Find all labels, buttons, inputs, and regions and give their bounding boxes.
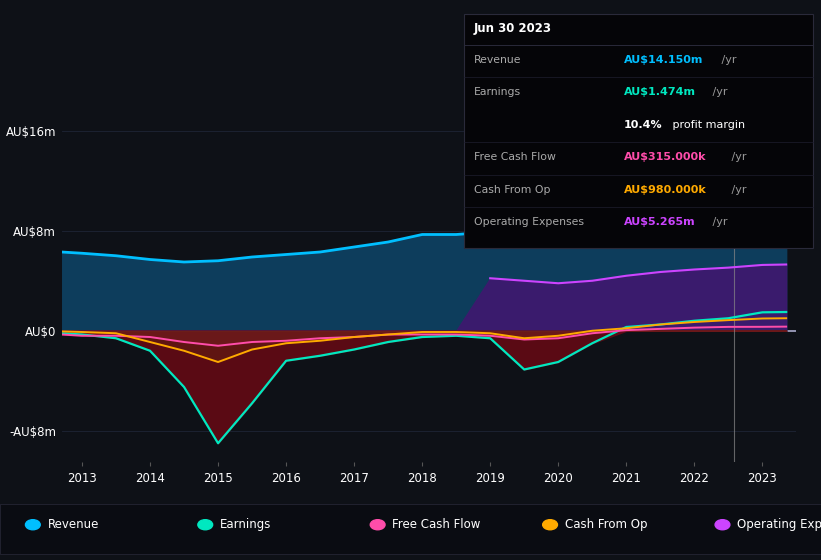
Text: Jun 30 2023: Jun 30 2023: [474, 22, 552, 35]
Text: profit margin: profit margin: [669, 120, 745, 130]
Text: Earnings: Earnings: [220, 518, 272, 531]
Text: /yr: /yr: [728, 152, 746, 162]
Text: /yr: /yr: [718, 55, 737, 65]
Text: /yr: /yr: [709, 87, 727, 97]
Text: Free Cash Flow: Free Cash Flow: [392, 518, 481, 531]
Text: Earnings: Earnings: [474, 87, 521, 97]
Text: Free Cash Flow: Free Cash Flow: [474, 152, 556, 162]
Text: Revenue: Revenue: [48, 518, 99, 531]
Text: AU$1.474m: AU$1.474m: [624, 87, 696, 97]
Text: Operating Expenses: Operating Expenses: [474, 217, 584, 227]
Text: AU$315.000k: AU$315.000k: [624, 152, 706, 162]
Text: /yr: /yr: [709, 217, 727, 227]
Text: 10.4%: 10.4%: [624, 120, 663, 130]
Text: Cash From Op: Cash From Op: [565, 518, 647, 531]
Text: AU$14.150m: AU$14.150m: [624, 55, 704, 65]
Text: Cash From Op: Cash From Op: [474, 185, 550, 195]
Text: AU$5.265m: AU$5.265m: [624, 217, 695, 227]
Text: AU$980.000k: AU$980.000k: [624, 185, 707, 195]
Text: Operating Expenses: Operating Expenses: [737, 518, 821, 531]
Text: /yr: /yr: [728, 185, 746, 195]
Text: Revenue: Revenue: [474, 55, 521, 65]
